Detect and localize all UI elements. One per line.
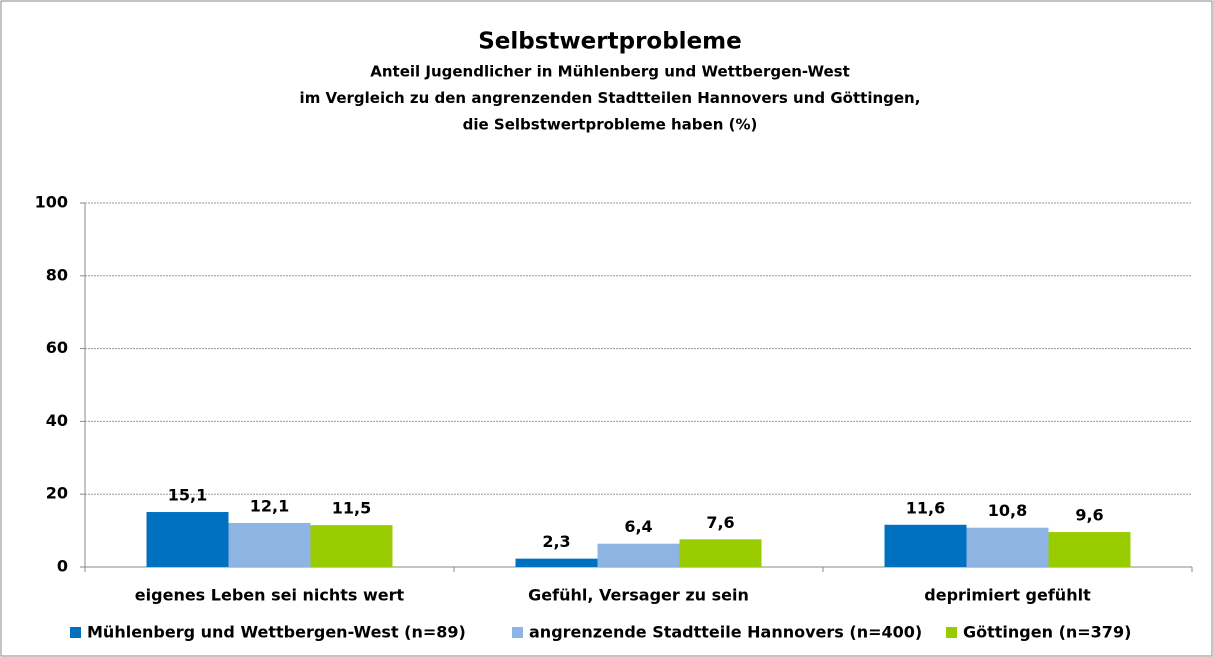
legend-swatch <box>70 627 81 638</box>
legend-label: angrenzende Stadtteile Hannovers (n=400) <box>529 623 922 642</box>
x-tick-label: eigenes Leben sei nichts wert <box>135 586 405 605</box>
chart-subtitle: Anteil Jugendlicher in Mühlenberg und We… <box>370 63 850 81</box>
value-label: 10,8 <box>988 501 1027 520</box>
y-tick-label: 100 <box>35 193 68 212</box>
value-label: 11,5 <box>332 499 371 518</box>
value-label: 12,1 <box>250 496 289 515</box>
bar <box>966 527 1049 567</box>
bar <box>228 522 311 567</box>
y-tick-label: 80 <box>46 265 68 284</box>
value-label: 15,1 <box>168 486 207 505</box>
legend-swatch <box>946 627 957 638</box>
value-label: 6,4 <box>624 517 652 536</box>
chart-subtitle: im Vergleich zu den angrenzenden Stadtte… <box>300 89 921 107</box>
bar <box>1048 532 1131 567</box>
y-tick-label: 60 <box>46 338 68 357</box>
y-tick-label: 0 <box>57 557 68 576</box>
value-label: 7,6 <box>706 513 734 532</box>
bar <box>146 512 229 567</box>
y-tick-label: 40 <box>46 411 68 430</box>
x-tick-label: deprimiert gefühlt <box>924 586 1091 605</box>
legend-swatch <box>512 627 523 638</box>
bar <box>884 524 967 567</box>
x-tick-label: Gefühl, Versager zu sein <box>528 586 749 605</box>
value-label: 11,6 <box>906 498 945 517</box>
legend-label: Mühlenberg und Wettbergen-West (n=89) <box>87 623 466 642</box>
legend-label: Göttingen (n=379) <box>963 623 1131 642</box>
chart-title: Selbstwertprobleme <box>478 29 742 55</box>
value-label: 2,3 <box>542 532 570 551</box>
chart-subtitle: die Selbstwertprobleme haben (%) <box>463 116 758 134</box>
y-tick-label: 20 <box>46 484 68 503</box>
bar <box>679 539 762 567</box>
bar <box>310 525 393 567</box>
value-label: 9,6 <box>1075 506 1103 525</box>
bar <box>515 558 598 567</box>
bar <box>597 543 680 567</box>
